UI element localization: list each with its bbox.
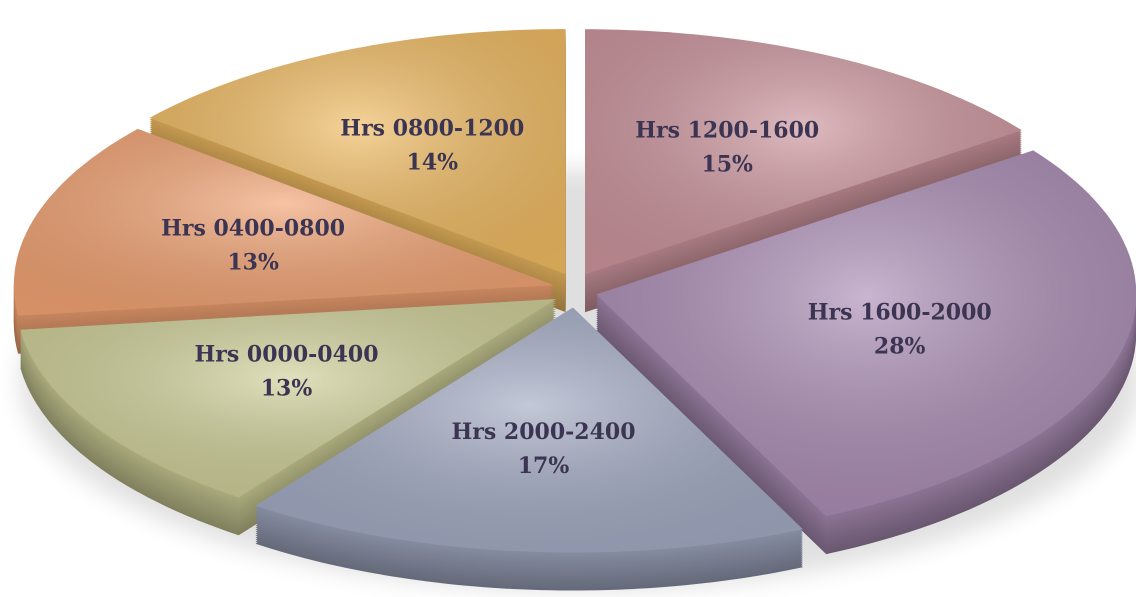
slice-shade xyxy=(13,128,554,316)
slice-shade xyxy=(585,29,1022,275)
slice-shade xyxy=(255,307,803,553)
value-label: 13% xyxy=(227,249,279,275)
value-label: 13% xyxy=(261,375,313,401)
slice-label: Hrs 0000-0400 xyxy=(194,341,378,367)
slice-shade xyxy=(596,150,1136,517)
slice-shade xyxy=(149,29,566,275)
value-label: 15% xyxy=(701,152,753,178)
value-label: 17% xyxy=(518,453,570,479)
slice-label: Hrs 1600-2000 xyxy=(808,300,992,326)
slice-label: Hrs 0800-1200 xyxy=(340,116,524,142)
value-label: 28% xyxy=(874,334,926,360)
slice-label: Hrs 2000-2400 xyxy=(451,419,635,445)
slice-shade xyxy=(20,299,557,498)
slice-label: Hrs 0400-0800 xyxy=(161,215,345,241)
value-label: 14% xyxy=(407,150,459,176)
slice-label: Hrs 1200-1600 xyxy=(635,118,819,144)
